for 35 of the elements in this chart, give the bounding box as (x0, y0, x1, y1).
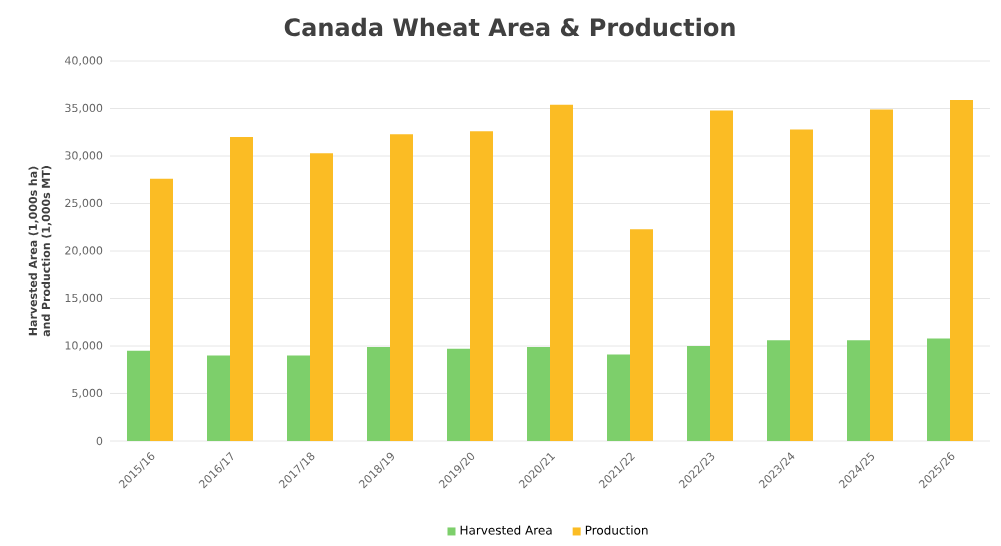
bar (870, 109, 894, 442)
bar (150, 179, 173, 442)
bar (470, 131, 494, 442)
y-tick-label: 0 (96, 437, 103, 446)
bar (390, 134, 413, 442)
legend-label: Production (585, 525, 648, 535)
bar (767, 340, 790, 442)
y-tick-label: 40,000 (64, 56, 103, 66)
bar (127, 350, 150, 442)
y-tick-label: 30,000 (65, 151, 103, 161)
bar (687, 346, 711, 442)
bar (527, 347, 551, 442)
bar (630, 229, 654, 442)
bar (230, 137, 253, 442)
y-axis-title: Harvested Area (1,000s ha) and Production (1,000s MT) (28, 166, 52, 337)
bar (550, 104, 574, 442)
y-tick-label: 20,000 (65, 246, 103, 256)
legend-label: Harvested Area (460, 525, 552, 535)
y-tick-label: 35,000 (65, 104, 103, 114)
bar (447, 349, 471, 442)
bar (207, 355, 230, 442)
bar (607, 354, 631, 442)
bar (790, 129, 813, 442)
y-tick-label: 5,000 (72, 388, 103, 399)
bar (950, 100, 974, 442)
y-tick-label: 15,000 (65, 293, 103, 304)
bar (310, 153, 333, 442)
bar (287, 355, 310, 442)
bar (927, 338, 951, 442)
bar (710, 110, 734, 442)
bar (367, 347, 390, 442)
y-tick-label: 10,000 (65, 341, 103, 351)
bar (847, 340, 871, 442)
chart-title: Canada Wheat Area & Production (284, 17, 735, 37)
y-tick-label: 25,000 (65, 198, 103, 209)
